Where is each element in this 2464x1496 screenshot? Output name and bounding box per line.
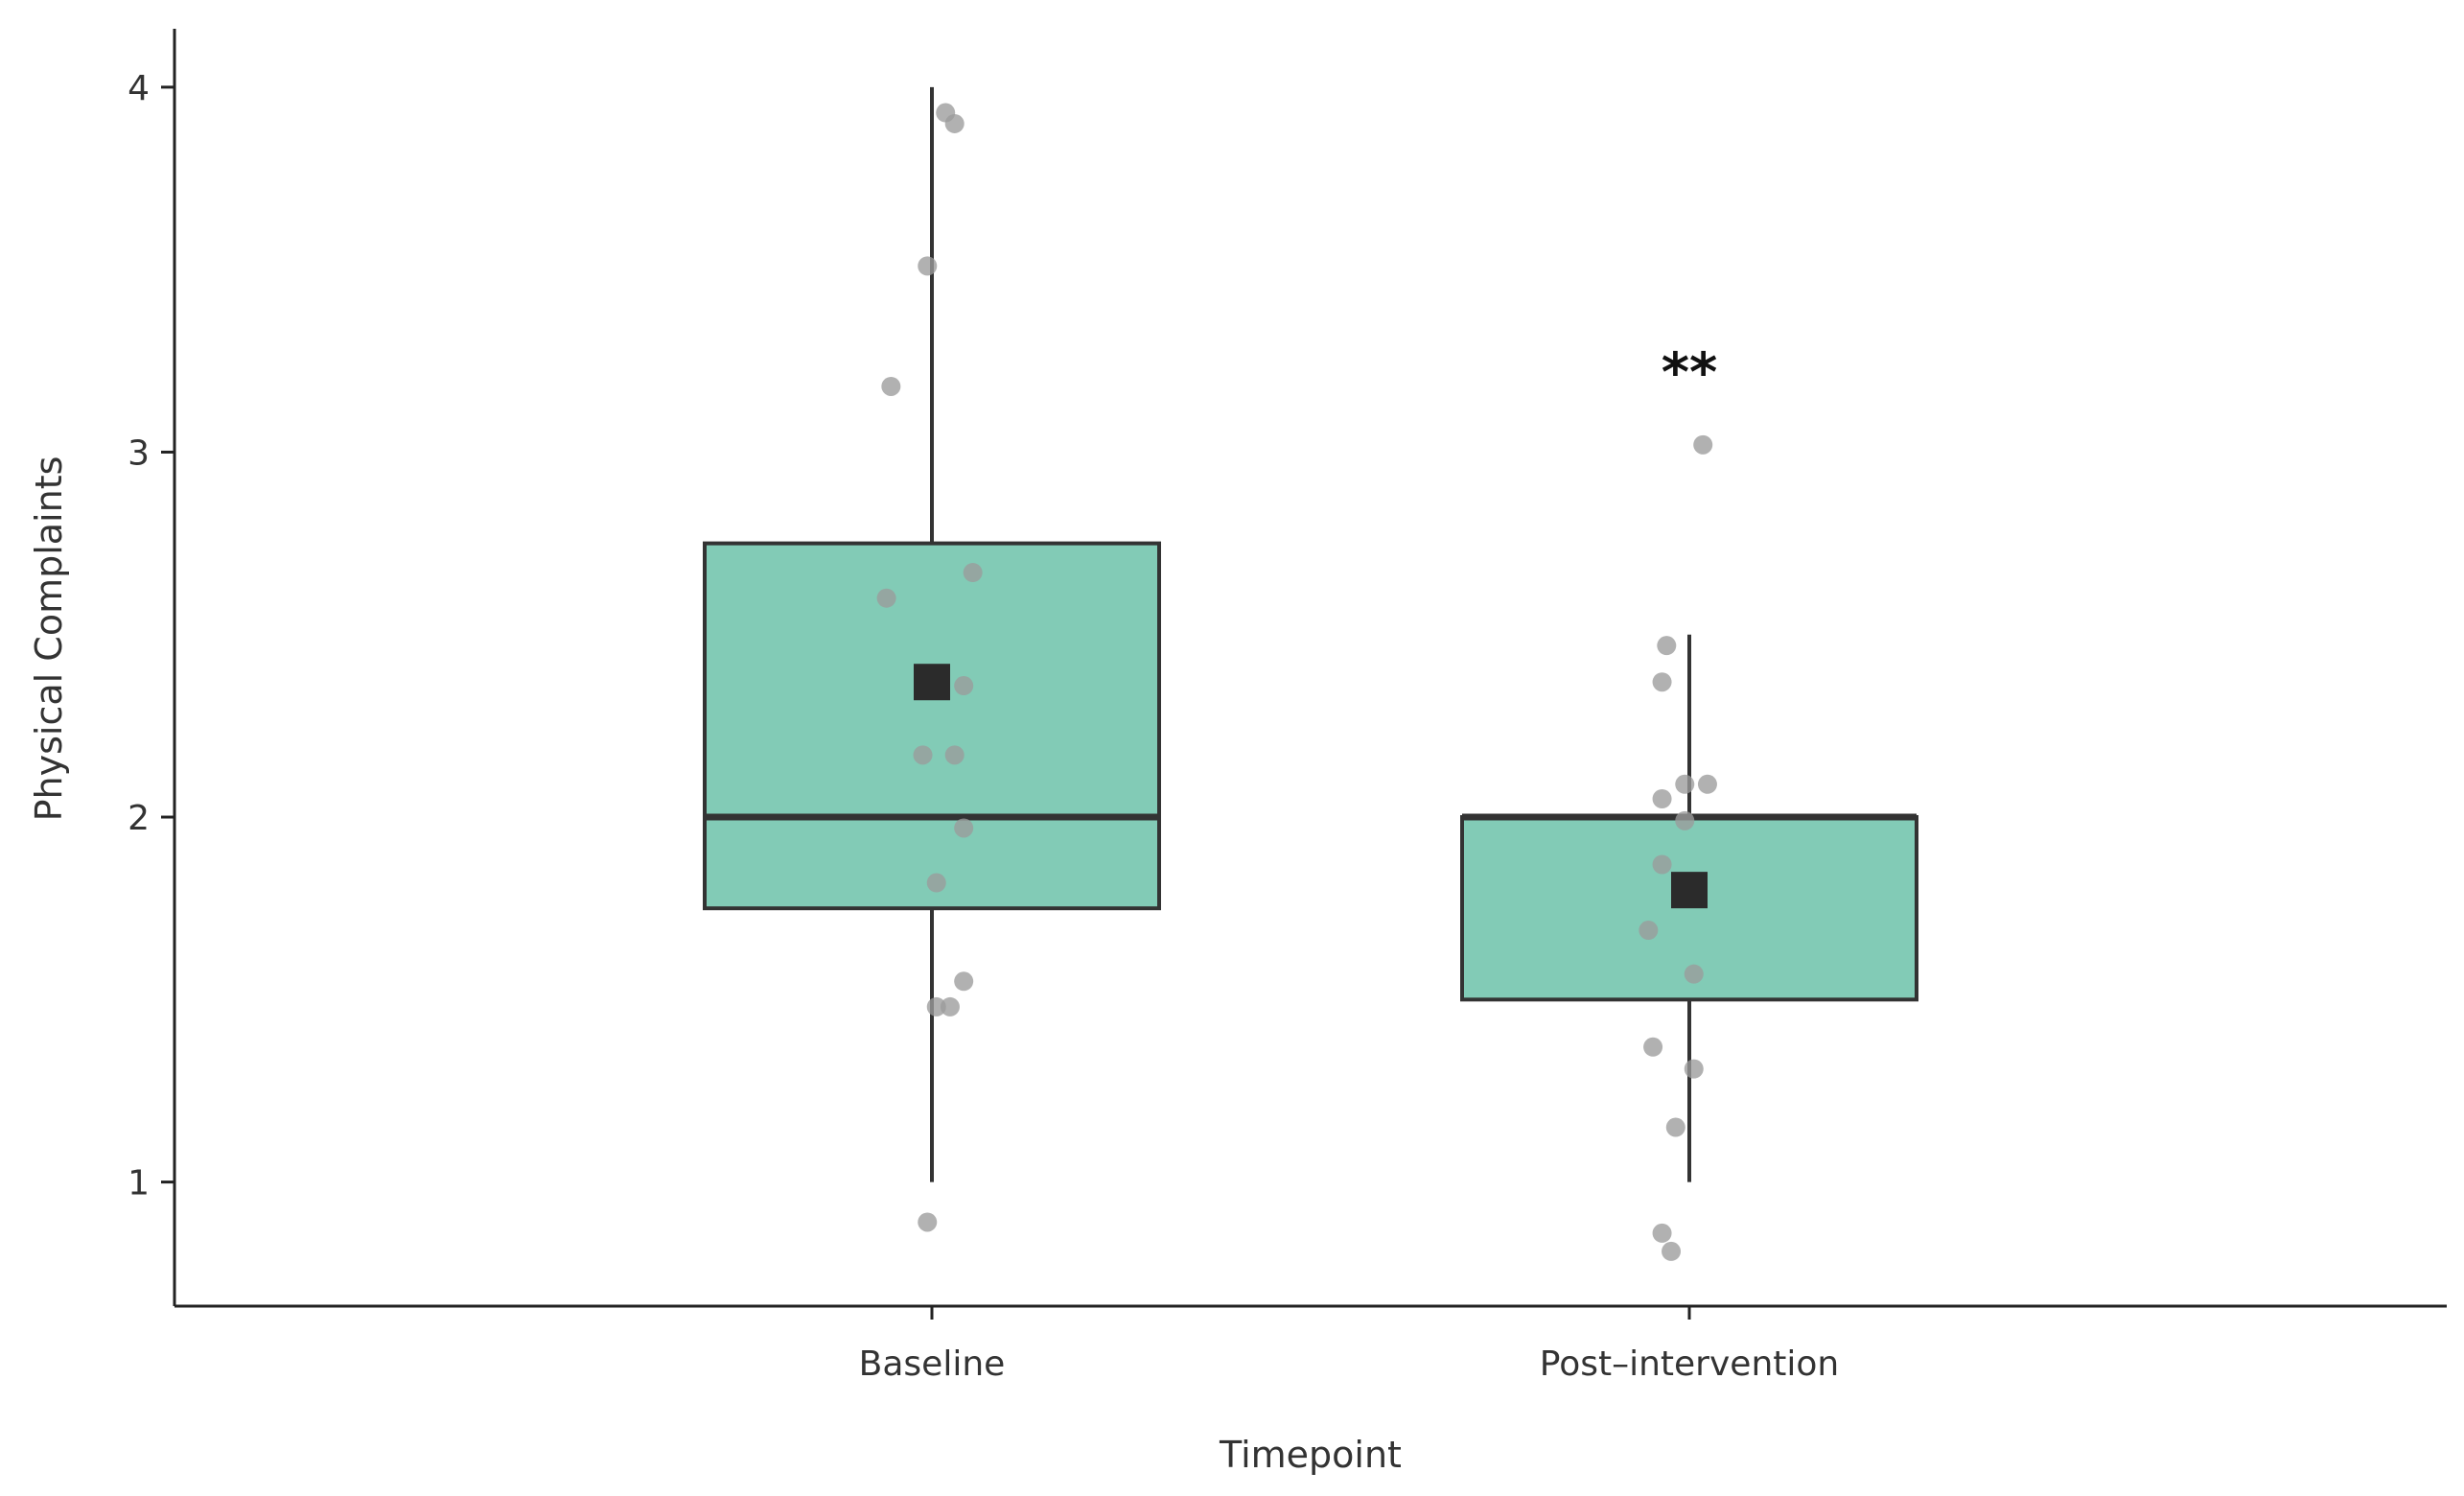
axes: 1 2 3 4 Baseline Post–intervention — [128, 29, 2447, 1384]
data-point — [1684, 1059, 1704, 1079]
data-point — [926, 873, 946, 893]
data-point — [1665, 1117, 1685, 1137]
data-point — [1652, 1223, 1672, 1243]
data-point — [876, 588, 896, 608]
data-point — [944, 745, 965, 765]
data-point — [881, 376, 901, 396]
data-point — [1639, 921, 1659, 941]
y-tick-label: 4 — [128, 69, 150, 108]
data-point — [1697, 774, 1717, 794]
data-point — [1662, 1241, 1682, 1261]
data-point — [954, 971, 974, 992]
x-tick-label: Baseline — [859, 1344, 1006, 1384]
box-group: ** — [1460, 342, 1918, 1261]
data-point — [954, 676, 974, 696]
plot-area: ** — [703, 86, 1918, 1261]
box-group — [703, 86, 1161, 1232]
significance-annotation: ** — [1662, 342, 1718, 405]
y-tick-label: 2 — [128, 799, 150, 838]
data-point — [1675, 774, 1695, 794]
data-point — [926, 996, 946, 1017]
mean-marker — [914, 664, 950, 701]
data-point — [944, 113, 965, 133]
data-point — [913, 745, 933, 765]
data-point — [1652, 854, 1672, 875]
iqr-box — [703, 541, 1161, 911]
data-point — [954, 818, 974, 838]
y-axis-title: Physical Complaints — [28, 456, 70, 822]
x-axis-title: Timepoint — [1219, 1434, 1402, 1476]
mean-marker — [1671, 872, 1708, 909]
x-tick-label: Post–intervention — [1540, 1344, 1839, 1384]
data-point — [1657, 636, 1677, 656]
data-point — [1675, 810, 1695, 830]
y-tick-label: 1 — [128, 1164, 150, 1204]
y-tick-label: 3 — [128, 433, 150, 473]
data-point — [1652, 789, 1672, 809]
data-point — [1643, 1037, 1663, 1057]
data-point — [918, 256, 938, 276]
data-point — [940, 996, 960, 1017]
data-point — [1652, 672, 1672, 692]
data-point — [963, 563, 983, 583]
data-point — [1684, 964, 1704, 984]
data-point — [918, 1212, 938, 1232]
data-point — [1693, 434, 1713, 455]
